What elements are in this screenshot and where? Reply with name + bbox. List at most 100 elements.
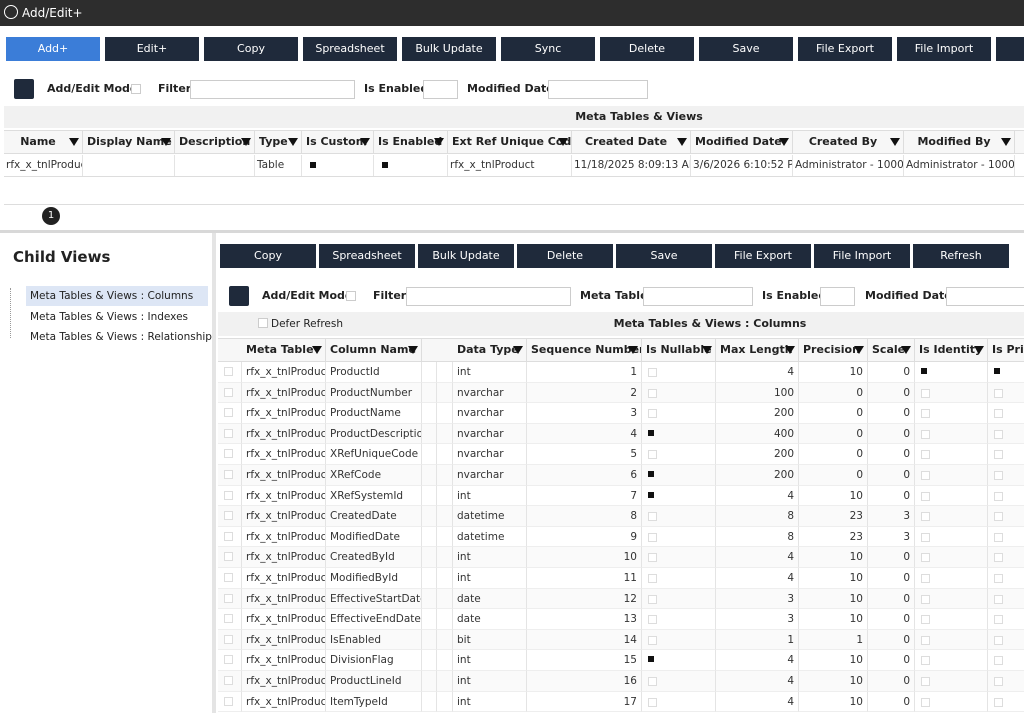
column-header[interactable]: Created Date — [572, 130, 691, 154]
filter-input[interactable] — [190, 80, 355, 99]
column-header[interactable]: Ext Ref Unique Code — [448, 130, 572, 154]
column-header[interactable]: Data Type — [453, 338, 527, 362]
column-header[interactable]: Is Nullable — [642, 338, 716, 362]
toolbar-button[interactable]: File Import — [814, 244, 910, 268]
column-header[interactable]: Is Custom — [302, 130, 374, 154]
column-header[interactable]: Name — [4, 130, 83, 154]
column-header[interactable]: Meta Table — [242, 338, 326, 362]
checkbox[interactable] — [258, 318, 268, 328]
column-header[interactable]: Is Identity — [915, 338, 988, 362]
grid-cell: 0 — [799, 403, 868, 424]
column-header[interactable]: Description — [175, 130, 255, 154]
grid-cell: int — [453, 568, 527, 589]
toolbar-button[interactable]: Save — [699, 37, 793, 61]
toolbar-button[interactable] — [996, 37, 1024, 61]
checkbox[interactable] — [131, 84, 141, 94]
grid-cell: datetime — [453, 526, 527, 548]
checkbox[interactable] — [224, 531, 233, 541]
tree-item[interactable]: Meta Tables & Views : Relationships — [30, 331, 212, 343]
checkbox — [994, 388, 1003, 398]
grid-cell — [642, 691, 716, 713]
filter-label: Modified Date: — [865, 289, 957, 302]
toolbar-button[interactable]: Spreadsheet — [319, 244, 415, 268]
checkbox[interactable] — [224, 614, 233, 624]
toolbar-button[interactable]: Sync — [501, 37, 595, 61]
toolbar-button[interactable]: Add+ — [6, 37, 100, 61]
grid-cell: 1 — [799, 629, 868, 651]
splitter — [212, 233, 216, 713]
checkbox[interactable] — [224, 676, 233, 685]
grid-cell: rfx_x_tnlProduct — [242, 588, 326, 610]
checkbox[interactable] — [224, 408, 233, 418]
toolbar-button[interactable]: Copy — [220, 244, 316, 268]
checkbox[interactable] — [224, 428, 233, 438]
grid-cell: 3 — [868, 506, 915, 527]
toolbar-button[interactable]: Refresh — [913, 244, 1009, 268]
checkbox[interactable] — [224, 490, 233, 500]
column-header[interactable]: Modified Date — [691, 130, 793, 154]
grid-cell: 3 — [868, 526, 915, 548]
toolbar-button[interactable]: Save — [616, 244, 712, 268]
column-header[interactable]: Created By — [793, 130, 904, 154]
checkbox[interactable] — [224, 449, 233, 459]
checkbox[interactable] — [224, 655, 233, 665]
checkbox[interactable] — [224, 470, 233, 479]
grid-cell: 0 — [868, 609, 915, 630]
column-header[interactable]: Display Name — [83, 130, 175, 154]
checkbox[interactable] — [224, 634, 233, 644]
checkbox[interactable] — [346, 291, 356, 301]
column-header[interactable]: Modified By — [904, 130, 1015, 154]
page-number[interactable]: 1 — [42, 207, 60, 225]
column-header[interactable]: Column Name — [326, 338, 422, 362]
checkbox[interactable] — [224, 593, 233, 603]
grid-cell — [642, 423, 716, 445]
tree-item[interactable]: Meta Tables & Views : Columns — [26, 286, 208, 306]
checkbox[interactable] — [224, 696, 233, 706]
column-header[interactable]: Is Enabled — [374, 130, 448, 154]
column-header[interactable]: Sequence Number — [527, 338, 642, 362]
tree-item[interactable]: Meta Tables & Views : Indexes — [30, 310, 189, 323]
grid-cell: 10 — [799, 609, 868, 630]
column-header[interactable]: Type — [255, 130, 302, 154]
column-header[interactable]: Precision — [799, 338, 868, 362]
toolbar-button[interactable]: File Export — [715, 244, 811, 268]
grid-cell — [422, 629, 437, 651]
grid-cell: nvarchar — [453, 444, 527, 465]
toolbar-button[interactable]: Delete — [517, 244, 613, 268]
checkbox[interactable] — [224, 367, 233, 376]
toolbar-button[interactable]: Spreadsheet — [303, 37, 397, 61]
checkbox[interactable] — [224, 552, 233, 562]
toolbar-button[interactable]: Delete — [600, 37, 694, 61]
toolbar-button[interactable]: Edit+ — [105, 37, 199, 61]
filter-input[interactable] — [643, 287, 753, 306]
checkbox — [921, 388, 930, 398]
grid-cell: 16 — [527, 671, 642, 692]
filter-input[interactable] — [406, 287, 571, 306]
grid-cell: DivisionFlag — [326, 650, 422, 671]
grid-cell: 4 — [716, 485, 799, 507]
filter-input[interactable] — [423, 80, 458, 99]
toolbar-button[interactable]: File Import — [897, 37, 991, 61]
checkbox[interactable] — [224, 511, 233, 521]
toolbar-button[interactable]: Bulk Update — [402, 37, 496, 61]
grid-cell: bit — [453, 629, 527, 651]
checkbox — [994, 677, 1003, 686]
column-header[interactable]: Is Primary — [988, 338, 1024, 362]
filter-input[interactable] — [946, 287, 1024, 306]
checkbox[interactable] — [224, 573, 233, 582]
grid-cell: Administrator - 10001 — [904, 155, 1015, 176]
grid-cell — [915, 403, 988, 424]
checkbox[interactable] — [224, 387, 233, 397]
filter-input[interactable] — [548, 80, 648, 99]
grid-cell: 23 — [799, 526, 868, 548]
checkbox — [648, 450, 657, 460]
column-header[interactable]: Scale — [868, 338, 915, 362]
filter-input[interactable] — [820, 287, 855, 306]
checkbox — [310, 162, 316, 168]
refresh-icon[interactable] — [229, 286, 249, 306]
toolbar-button[interactable]: File Export — [798, 37, 892, 61]
column-header[interactable]: Max Length — [716, 338, 799, 362]
toolbar-button[interactable]: Bulk Update — [418, 244, 514, 268]
toolbar-button[interactable]: Copy — [204, 37, 298, 61]
refresh-icon[interactable] — [14, 79, 34, 99]
